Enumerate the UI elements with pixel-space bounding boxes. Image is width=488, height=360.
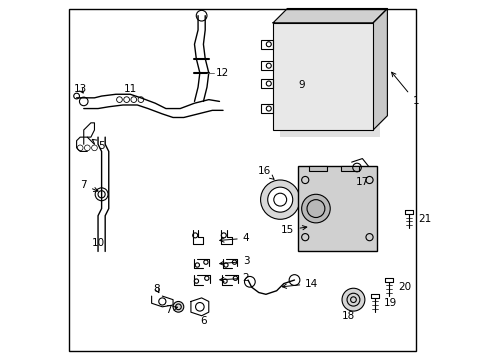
Text: 3: 3 bbox=[219, 256, 249, 266]
Bar bbox=[260, 40, 272, 49]
Text: 18: 18 bbox=[341, 311, 354, 321]
Bar bbox=[260, 79, 272, 88]
Bar bbox=[308, 166, 326, 171]
Text: 7: 7 bbox=[80, 180, 98, 192]
Text: 7: 7 bbox=[164, 305, 177, 315]
Polygon shape bbox=[272, 9, 386, 23]
Bar bbox=[280, 30, 380, 137]
Circle shape bbox=[267, 187, 292, 212]
Text: 1: 1 bbox=[391, 72, 418, 107]
Circle shape bbox=[341, 288, 364, 311]
Text: 11: 11 bbox=[123, 84, 137, 94]
Bar bbox=[260, 62, 272, 70]
Text: 10: 10 bbox=[91, 238, 104, 248]
Circle shape bbox=[301, 194, 329, 223]
Text: 16: 16 bbox=[257, 166, 273, 179]
Bar bbox=[260, 104, 272, 113]
Text: 21: 21 bbox=[417, 214, 430, 224]
Bar bbox=[298, 166, 376, 251]
Text: 6: 6 bbox=[200, 316, 206, 326]
Text: 8: 8 bbox=[153, 284, 160, 294]
Circle shape bbox=[260, 180, 299, 219]
Text: 19: 19 bbox=[383, 298, 396, 308]
Bar bbox=[272, 23, 372, 130]
Bar bbox=[340, 166, 358, 171]
Text: 14: 14 bbox=[282, 279, 318, 289]
Text: 4: 4 bbox=[219, 233, 249, 243]
Text: 15: 15 bbox=[281, 225, 306, 235]
Text: 5: 5 bbox=[92, 139, 105, 151]
Text: 9: 9 bbox=[298, 80, 305, 90]
Text: 13: 13 bbox=[73, 84, 87, 94]
Text: 17: 17 bbox=[355, 177, 368, 187]
Text: 12: 12 bbox=[216, 68, 229, 78]
Polygon shape bbox=[372, 9, 386, 130]
Circle shape bbox=[173, 301, 183, 312]
Text: 20: 20 bbox=[397, 282, 410, 292]
Text: 2: 2 bbox=[219, 273, 249, 283]
